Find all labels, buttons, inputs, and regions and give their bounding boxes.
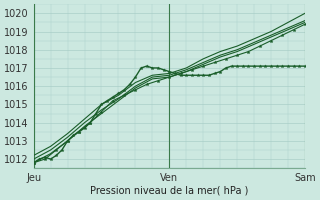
X-axis label: Pression niveau de la mer( hPa ): Pression niveau de la mer( hPa ) [90, 186, 249, 196]
